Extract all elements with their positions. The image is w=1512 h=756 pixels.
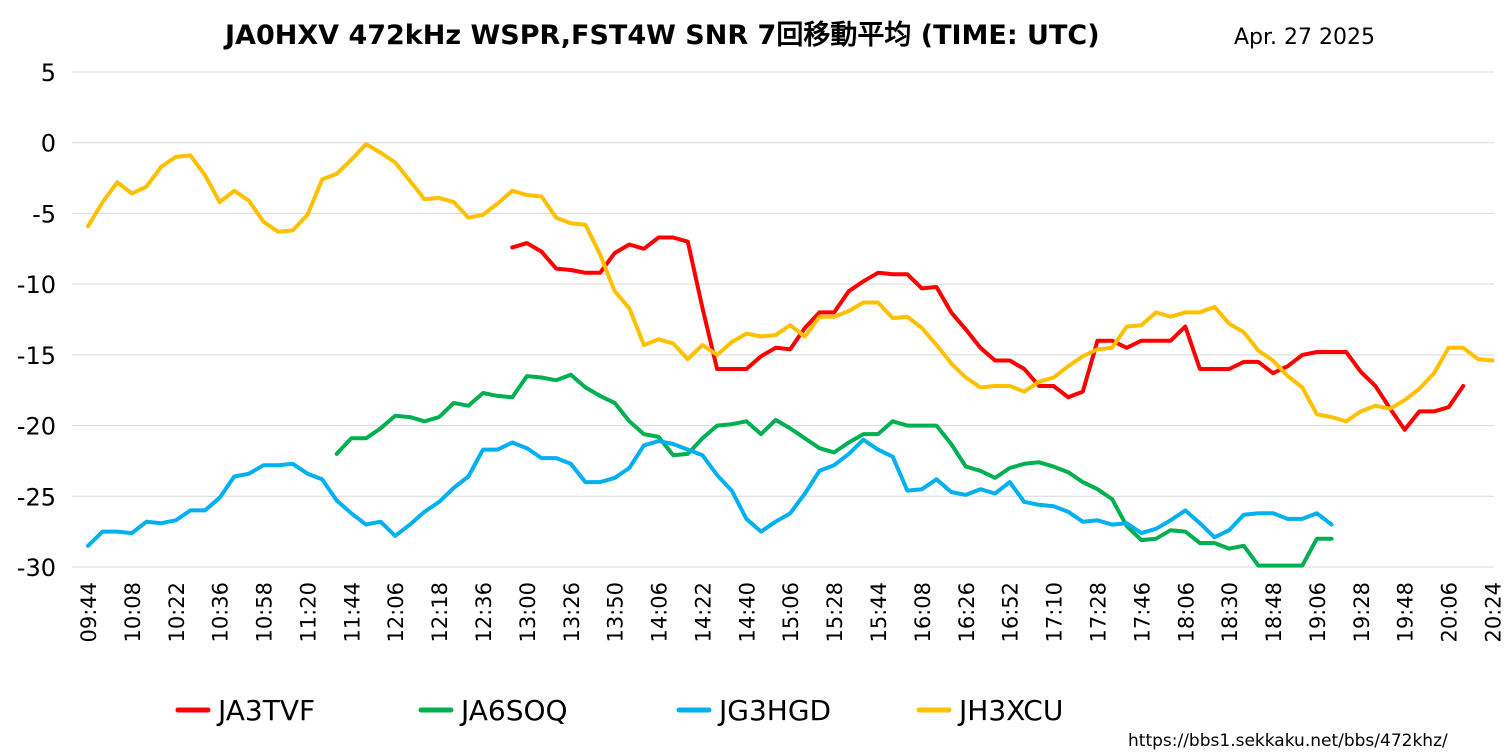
y-tick-label: -15 xyxy=(17,342,56,370)
x-tick-label: 19:48 xyxy=(1394,582,1418,643)
x-tick-label: 16:26 xyxy=(955,582,979,643)
legend-label: JA3TVF xyxy=(216,694,315,727)
y-tick-label: -5 xyxy=(32,200,56,228)
series-line-ja6soq xyxy=(334,372,1334,568)
x-tick-label: 12:18 xyxy=(428,582,452,643)
legend-label: JA6SOQ xyxy=(459,694,568,727)
x-tick-label: 13:50 xyxy=(604,582,628,643)
x-tick-label: 13:26 xyxy=(560,582,584,643)
x-tick-label: 17:28 xyxy=(1086,582,1110,643)
x-tick-label: 12:36 xyxy=(472,582,496,643)
series-line-ja3tvf xyxy=(510,235,1466,432)
y-tick-label: 0 xyxy=(41,130,56,158)
x-tick-label: 20:06 xyxy=(1438,582,1462,643)
legend-label: JG3HGD xyxy=(717,694,831,727)
x-axis-ticks: 09:44 10:08 10:22 10:36 10:58 11:20 11:44 12:06… xyxy=(77,582,1505,643)
x-tick-label: 13:00 xyxy=(516,582,540,643)
x-tick-label: 15:44 xyxy=(867,582,891,643)
series-line-jg3hgd xyxy=(86,437,1334,548)
x-tick-label: 11:44 xyxy=(340,582,364,643)
x-tick-label: 15:28 xyxy=(823,582,847,643)
x-tick-label: 20:24 xyxy=(1481,582,1505,643)
x-tick-label: 14:22 xyxy=(691,582,715,643)
x-tick-label: 10:22 xyxy=(165,582,189,643)
x-tick-label: 14:06 xyxy=(648,582,672,643)
source-url: https://bbs1.sekkaku.net/bbs/472khz/ xyxy=(1128,731,1448,751)
y-axis-ticks: 5 0 -5 -10 -15 -20 -25 -30 xyxy=(17,59,56,582)
x-tick-label: 10:58 xyxy=(253,582,277,643)
x-tick-label: 12:06 xyxy=(384,582,408,643)
y-tick-label: -10 xyxy=(17,271,56,299)
y-tick-label: -20 xyxy=(17,413,56,441)
x-tick-label: 16:52 xyxy=(999,582,1023,643)
x-tick-label: 10:36 xyxy=(209,582,233,643)
x-tick-label: 19:06 xyxy=(1306,582,1330,643)
y-tick-label: 5 xyxy=(41,59,56,87)
x-tick-label: 18:06 xyxy=(1174,582,1198,643)
series-line-jh3xcu xyxy=(86,142,1495,424)
x-tick-label: 18:30 xyxy=(1218,582,1242,643)
x-tick-label: 17:46 xyxy=(1130,582,1154,643)
chart-date: Apr. 27 2025 xyxy=(1234,25,1375,50)
series-lines xyxy=(86,142,1495,568)
y-tick-label: -25 xyxy=(17,483,56,511)
x-tick-label: 09:44 xyxy=(77,582,101,643)
chart-title: JA0HXV 472kHz WSPR,FST4W SNR 7回移動平均 (TIM… xyxy=(223,20,1100,51)
legend: JA3TVF JA6SOQ JG3HGD JH3XCU xyxy=(175,694,1063,727)
x-tick-label: 14:40 xyxy=(735,582,759,643)
x-tick-label: 19:28 xyxy=(1350,582,1374,643)
y-tick-label: -30 xyxy=(17,554,56,582)
x-tick-label: 11:20 xyxy=(296,582,320,643)
x-tick-label: 15:06 xyxy=(779,582,803,643)
legend-label: JH3XCU xyxy=(957,694,1063,727)
x-tick-label: 16:08 xyxy=(911,582,935,643)
x-tick-label: 18:48 xyxy=(1262,582,1286,643)
x-tick-label: 10:08 xyxy=(121,582,145,643)
x-tick-label: 17:10 xyxy=(1043,582,1067,643)
